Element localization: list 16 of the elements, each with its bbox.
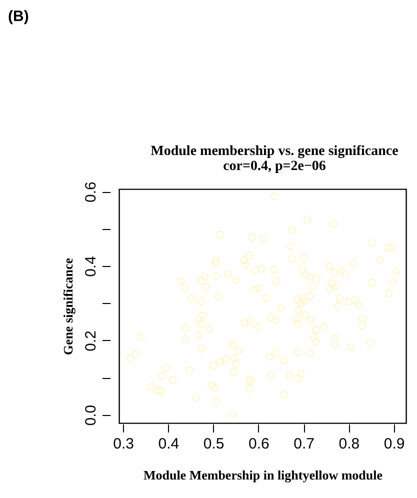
y-axis-title: Gene significance: [60, 258, 76, 356]
x-tick-label: 0.7: [294, 436, 314, 452]
x-tick-label: 0.9: [384, 436, 405, 452]
x-axis-title: Module Membership in lightyellow module: [143, 468, 383, 482]
x-tick-label: 0.5: [203, 436, 224, 452]
x-tick-label: 0.3: [113, 436, 134, 452]
y-tick-label: 0.6: [82, 182, 100, 203]
y-tick-label: 0.2: [82, 330, 100, 352]
y-tick-label: 0.0: [82, 404, 100, 426]
text: (B): [8, 8, 29, 25]
chart-title: Module membership vs. gene significance: [150, 144, 398, 160]
x-tick-label: 0.6: [248, 436, 270, 452]
x-tick-label: 0.4: [158, 436, 180, 452]
chart-subtitle: cor=0.4, p=2e−06: [223, 159, 326, 174]
y-tick-label: 0.4: [82, 256, 100, 277]
x-tick-label: 0.8: [338, 436, 360, 452]
